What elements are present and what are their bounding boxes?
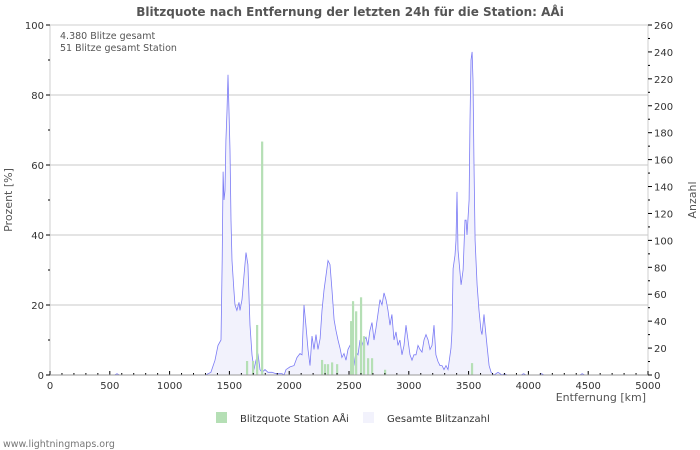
y-right-tick-label: 180 [654, 129, 673, 140]
y-right-tick-label: 80 [654, 263, 667, 274]
y-left-tick-label: 60 [31, 161, 44, 172]
y-right-tick-label: 60 [654, 290, 667, 301]
y-right-tick-label: 160 [654, 156, 673, 167]
total-strikes-line [50, 51, 648, 376]
station-ratio-bar [367, 358, 370, 375]
x-tick-label: 2000 [276, 381, 301, 392]
y-left-tick-label: 0 [38, 371, 44, 382]
x-tick-label: 1500 [217, 381, 242, 392]
y-right-tick-label: 120 [654, 209, 673, 220]
y-right-tick-label: 220 [654, 75, 673, 86]
station-ratio-bar [362, 336, 366, 375]
info-station-strikes: 51 Blitze gesamt Station [60, 43, 177, 54]
station-ratio-bar [331, 362, 334, 375]
x-tick-label: 0 [47, 381, 53, 392]
y-left-tick-label: 20 [31, 301, 44, 312]
grid-lines [49, 24, 649, 376]
x-tick-label: 5000 [635, 381, 660, 392]
y-right-tick-label: 200 [654, 102, 673, 113]
station-ratio-bar [470, 363, 474, 375]
station-ratio-bars [245, 141, 474, 375]
legend-label-total: Gesamte Blitzanzahl [387, 414, 490, 425]
y-right-tick-label: 260 [654, 21, 673, 32]
x-tick-label: 2500 [336, 381, 361, 392]
y-left-tick-label: 40 [31, 231, 44, 242]
x-tick-label: 3500 [456, 381, 481, 392]
station-ratio-bar [326, 364, 330, 375]
station-ratio-bar [323, 364, 327, 375]
station-ratio-bar [245, 361, 249, 375]
x-tick-label: 3000 [396, 381, 421, 392]
chart-title: Blitzquote nach Entfernung der letzten 2… [136, 4, 564, 19]
station-ratio-bar [359, 297, 363, 375]
footer-credit: www.lightningmaps.org [3, 439, 115, 450]
station-ratio-bar [336, 364, 339, 375]
station-ratio-bar [320, 359, 324, 375]
station-ratio-bar [261, 141, 264, 375]
legend: Blitzquote Station AÅi Gesamte Blitzanza… [216, 412, 490, 425]
legend-swatch-station [216, 412, 227, 423]
station-ratio-bar [251, 361, 255, 375]
legend-swatch-total [363, 412, 374, 423]
station-ratio-bar [351, 301, 355, 375]
y-right-tick-label: 0 [654, 371, 660, 382]
info-total-strikes: 4.380 Blitze gesamt [60, 31, 155, 42]
station-ratio-bar [355, 311, 358, 375]
axes: 0204060801000204060801001201401601802002… [25, 21, 673, 392]
x-tick-label: 500 [100, 381, 119, 392]
y-right-tick-label: 140 [654, 183, 673, 194]
x-tick-label: 4500 [575, 381, 600, 392]
station-ratio-bar [370, 358, 374, 375]
y-right-tick-label: 100 [654, 236, 673, 247]
total-strikes-area [50, 51, 648, 376]
plot-frame [49, 24, 649, 376]
x-tick-label: 4000 [516, 381, 541, 392]
y-right-axis-label: Anzahl [686, 181, 699, 218]
y-left-tick-label: 100 [25, 21, 44, 32]
station-ratio-bar [350, 321, 353, 375]
y-left-tick-label: 80 [31, 91, 44, 102]
total-strikes-fill [50, 51, 648, 376]
station-ratio-bar [383, 369, 387, 375]
x-tick-label: 1000 [157, 381, 182, 392]
station-ratio-bar [256, 324, 259, 375]
y-right-tick-label: 20 [654, 344, 667, 355]
y-right-tick-label: 40 [654, 317, 667, 328]
y-right-tick-label: 240 [654, 48, 673, 59]
legend-label-station: Blitzquote Station AÅi [240, 412, 349, 425]
y-left-axis-label: Prozent [%] [2, 168, 15, 232]
x-axis-label: Entfernung [km] [556, 391, 646, 404]
